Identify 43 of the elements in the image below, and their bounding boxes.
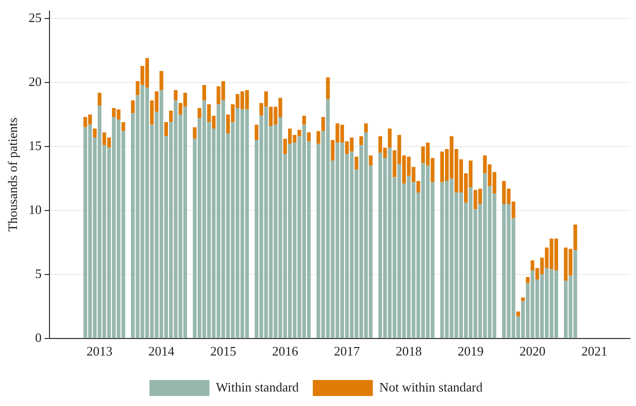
- y-tick-label: 15: [28, 138, 42, 153]
- x-tick-label: 2019: [458, 344, 484, 359]
- bar: [302, 116, 306, 125]
- x-tick-label: 2021: [581, 344, 608, 359]
- bar: [516, 312, 520, 317]
- bar: [92, 128, 97, 138]
- x-tick-label: 2018: [396, 344, 422, 359]
- legend-label: Not within standard: [379, 379, 484, 394]
- bar: [98, 92, 102, 106]
- x-tick-label: 2013: [86, 344, 113, 359]
- legend-label: Within standard: [216, 379, 300, 394]
- bar: [131, 100, 135, 114]
- x-tick-label: 2017: [334, 344, 360, 359]
- y-axis-title: Thousands of patients: [5, 118, 20, 232]
- x-tick-label: 2015: [210, 344, 236, 359]
- bar: [198, 108, 202, 118]
- bar: [202, 85, 206, 100]
- x-tick-label: 2014: [148, 344, 175, 359]
- bar: [354, 156, 358, 170]
- y-tick-label: 0: [35, 330, 42, 345]
- bar: [160, 70, 164, 90]
- bar: [526, 276, 530, 284]
- x-tick-label: 2016: [272, 344, 299, 359]
- y-tick-label: 10: [28, 202, 42, 217]
- bar: [364, 123, 368, 132]
- bar: [326, 77, 330, 100]
- bar: [388, 128, 392, 148]
- bar: [359, 136, 364, 146]
- y-tick-label: 5: [35, 266, 42, 281]
- y-tick-label: 25: [28, 10, 42, 25]
- bar: [521, 297, 525, 302]
- bar: [121, 122, 126, 132]
- bar: [169, 110, 173, 122]
- bar: [316, 131, 320, 144]
- bar: [321, 117, 326, 132]
- bar: [368, 155, 373, 166]
- bar: [174, 90, 178, 100]
- y-tick-label: 20: [28, 74, 42, 89]
- x-tick-label: 2020: [519, 344, 546, 359]
- bar: [164, 122, 168, 136]
- bar: [254, 124, 258, 140]
- bar: [307, 132, 311, 142]
- bar: [192, 127, 197, 139]
